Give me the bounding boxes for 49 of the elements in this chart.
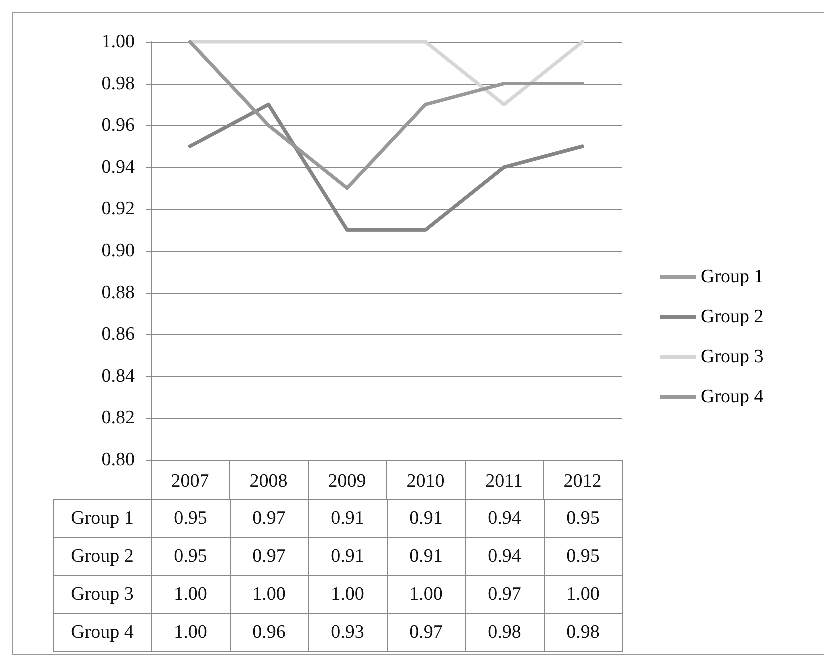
y-tick-label: 1.00 xyxy=(102,32,135,52)
data-label: 1.00 xyxy=(544,576,622,614)
data-label: 0.91 xyxy=(387,500,466,538)
data-label: 0.94 xyxy=(466,538,544,576)
x-tick-label: 2012 xyxy=(564,471,602,492)
x-tick-label: 2008 xyxy=(250,471,288,492)
text: Group 4 xyxy=(71,622,134,642)
data-label: 0.94 xyxy=(466,500,544,538)
data-label: 0.95 xyxy=(544,500,622,538)
data-label: 0.97 xyxy=(387,614,466,652)
data-label: 0.93 xyxy=(308,614,387,652)
data-label: 0.95 xyxy=(152,538,230,576)
x-tick-label: 2010 xyxy=(406,471,445,492)
y-tick-label: 0.90 xyxy=(102,240,135,262)
text: Group 2 xyxy=(71,546,134,566)
text: Group 3 xyxy=(71,584,134,604)
data-label: 0.97 xyxy=(230,500,308,538)
data-label: 1.00 xyxy=(308,576,387,614)
data-label: 0.91 xyxy=(387,538,466,576)
y-tick-label: 0.94 xyxy=(102,156,136,178)
text: Group 1 xyxy=(71,508,134,528)
x-tick-label: 2011 xyxy=(486,471,523,492)
y-tick-label: 0.96 xyxy=(102,115,135,136)
data-label: 0.95 xyxy=(544,538,622,576)
data-label: 0.98 xyxy=(544,614,622,652)
y-tick-label: 0.84 xyxy=(102,366,136,387)
legend-label: Group 4 xyxy=(701,386,764,408)
data-label: 1.00 xyxy=(387,576,466,614)
data-label: 1.00 xyxy=(152,576,230,614)
data-label: 0.97 xyxy=(230,538,308,576)
data-label: 0.97 xyxy=(466,576,544,614)
data-label: 0.95 xyxy=(152,500,230,538)
data-label: 1.00 xyxy=(230,576,308,614)
data-label: 0.91 xyxy=(308,538,387,576)
legend-label: Group 3 xyxy=(701,346,764,368)
x-tick-label: 2009 xyxy=(328,471,366,492)
data-label: 0.96 xyxy=(230,614,308,652)
y-tick-label: 0.92 xyxy=(102,198,135,220)
data-label: 0.91 xyxy=(308,500,387,538)
y-tick-label: 0.86 xyxy=(102,324,135,346)
y-tick-label: 0.88 xyxy=(102,282,135,304)
data-label: 1.00 xyxy=(152,614,230,652)
x-tick-label: 2007 xyxy=(171,471,210,492)
legend-label: Group 2 xyxy=(701,306,764,328)
y-tick-label: 0.82 xyxy=(102,408,135,429)
y-tick-label: 0.80 xyxy=(102,450,135,470)
legend-label: Group 1 xyxy=(701,266,764,288)
y-tick-label: 0.98 xyxy=(102,73,135,94)
data-label: 0.98 xyxy=(466,614,544,652)
